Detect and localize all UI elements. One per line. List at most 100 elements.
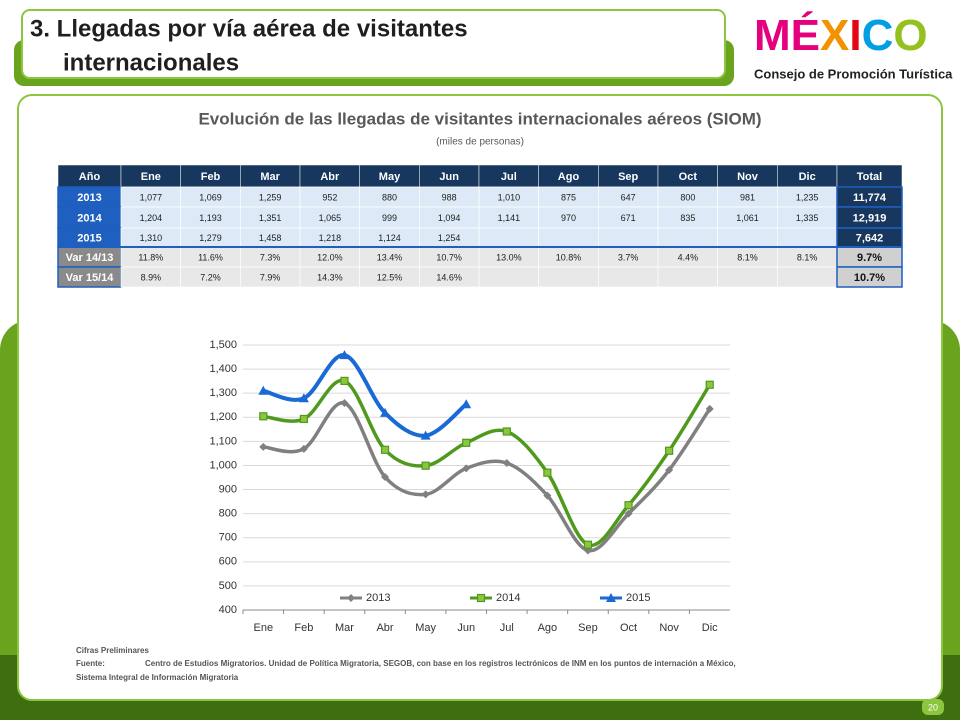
cell-text: 10.8% bbox=[556, 252, 582, 262]
marker bbox=[340, 399, 349, 408]
x-tick-label: Abr bbox=[376, 622, 393, 634]
page-badge bbox=[922, 699, 944, 715]
table-cell bbox=[836, 266, 903, 288]
cell-text: 1,204 bbox=[140, 213, 163, 223]
marker bbox=[543, 468, 552, 477]
cell-text: 7.9% bbox=[260, 272, 281, 282]
table-title: Evolución de las llegadas de visitantes … bbox=[198, 109, 761, 128]
table-cell bbox=[717, 227, 778, 248]
logo-letter: O bbox=[893, 11, 927, 60]
cell-text: 1,254 bbox=[438, 233, 461, 243]
column-header: Feb bbox=[201, 171, 221, 183]
marker bbox=[665, 466, 674, 475]
column-header: May bbox=[379, 171, 401, 183]
source-cont: Sistema Integral de Información Migrator… bbox=[76, 673, 239, 682]
y-tick-label: 1,300 bbox=[209, 387, 237, 399]
marker bbox=[340, 376, 349, 385]
column-header: Abr bbox=[320, 171, 340, 183]
cell-text: 13.4% bbox=[377, 252, 403, 262]
table-cell bbox=[478, 227, 540, 248]
legend-label: 2015 bbox=[626, 592, 650, 604]
y-tick-label: 1,500 bbox=[209, 339, 237, 351]
table-cell bbox=[657, 227, 719, 248]
cell-text: 1,235 bbox=[796, 192, 819, 202]
marker bbox=[705, 404, 714, 413]
cell-text: 13.0% bbox=[496, 252, 522, 262]
cell-text: 2015 bbox=[77, 232, 101, 244]
cell-text: 7.3% bbox=[260, 252, 281, 262]
cell-text: 8.1% bbox=[737, 252, 758, 262]
x-tick-label: Sep bbox=[578, 622, 598, 634]
page-number: 20 bbox=[928, 702, 938, 712]
cell-text: 2013 bbox=[77, 192, 101, 204]
logo-letter: É bbox=[791, 10, 820, 60]
y-tick-label: 1,400 bbox=[209, 363, 237, 375]
cell-text: 11,774 bbox=[853, 192, 887, 204]
marker bbox=[347, 594, 355, 602]
marker bbox=[259, 412, 268, 421]
x-tick-label: Oct bbox=[620, 622, 637, 634]
cell-text: 4.4% bbox=[678, 252, 699, 262]
y-tick-label: 400 bbox=[219, 604, 237, 616]
cell-text: 1,061 bbox=[736, 213, 759, 223]
cell-text: 875 bbox=[561, 192, 576, 202]
cell-text: 970 bbox=[561, 213, 576, 223]
cell-text: 999 bbox=[382, 213, 397, 223]
table-cell bbox=[776, 266, 838, 288]
table-cell bbox=[597, 227, 659, 248]
header-title: internacionales bbox=[63, 49, 239, 76]
x-tick-label: Jun bbox=[457, 622, 475, 634]
header-title: 3. Llegadas por vía aérea de visitantes bbox=[30, 15, 468, 42]
y-tick-label: 500 bbox=[219, 580, 237, 592]
marker bbox=[476, 593, 486, 603]
logo-letter: X bbox=[820, 11, 849, 60]
cell-text: 1,279 bbox=[199, 233, 222, 243]
header-box bbox=[21, 9, 726, 79]
marker bbox=[380, 407, 391, 417]
table-cell bbox=[538, 227, 599, 248]
cell-text: 1,193 bbox=[199, 213, 222, 223]
cell-text: 1,351 bbox=[259, 213, 282, 223]
marker bbox=[258, 385, 269, 395]
x-tick-label: Jul bbox=[500, 622, 514, 634]
marker bbox=[665, 446, 674, 455]
cell-text: 1,458 bbox=[259, 233, 282, 243]
marker bbox=[461, 399, 472, 409]
column-header: Total bbox=[857, 171, 882, 183]
cell-text: 952 bbox=[322, 192, 337, 202]
cell-text: 14.6% bbox=[436, 272, 462, 282]
column-header: Dic bbox=[799, 171, 816, 183]
cell-text: 3.7% bbox=[618, 252, 639, 262]
cell-text: 1,218 bbox=[319, 233, 342, 243]
cell-text: 12.0% bbox=[317, 252, 343, 262]
marker bbox=[420, 430, 431, 440]
cell-text: 10.7% bbox=[854, 272, 885, 284]
marker bbox=[421, 490, 430, 499]
table-cell bbox=[717, 266, 778, 288]
marker bbox=[462, 464, 471, 473]
marker bbox=[421, 461, 430, 470]
table-cell bbox=[538, 266, 599, 288]
y-tick-label: 700 bbox=[219, 532, 237, 544]
marker bbox=[381, 473, 390, 482]
cell-text: 12.5% bbox=[377, 272, 403, 282]
cell-text: 8.9% bbox=[141, 272, 162, 282]
chart: 400 500 600 700 800 900 1,000 1,100 1,200 1,300 1,… bbox=[209, 339, 730, 634]
table: Año Ene Feb Mar Abr May Jun Jul Ago Sep Oct Nov Dic T… bbox=[57, 164, 903, 288]
cell-text: 11.6% bbox=[198, 252, 223, 262]
column-header: Sep bbox=[618, 171, 638, 183]
x-tick-label: Feb bbox=[294, 622, 313, 634]
marker bbox=[339, 350, 350, 360]
cell-text: 1,077 bbox=[140, 192, 163, 202]
cell-text: 1,010 bbox=[498, 192, 521, 202]
cell-text: 1,259 bbox=[259, 192, 282, 202]
cell-text: 1,310 bbox=[140, 233, 163, 243]
x-tick-label: Dic bbox=[702, 622, 718, 634]
cell-text: 647 bbox=[621, 192, 636, 202]
y-tick-label: 600 bbox=[219, 556, 237, 568]
marker bbox=[259, 442, 268, 451]
cell-text: Var 15/14 bbox=[66, 272, 115, 284]
marker bbox=[606, 593, 616, 602]
marker bbox=[624, 509, 633, 518]
